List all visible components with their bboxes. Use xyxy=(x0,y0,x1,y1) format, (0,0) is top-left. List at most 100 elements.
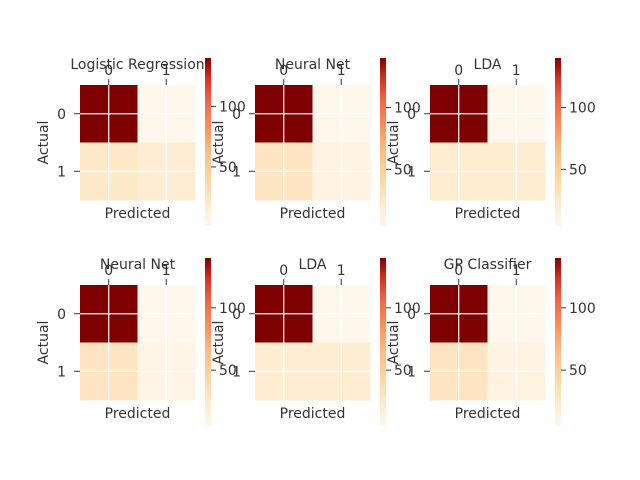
colorbar-segment-33 xyxy=(555,349,561,354)
colorbar-segment-3 xyxy=(380,66,386,70)
x-tick-label-1: 1 xyxy=(512,63,521,79)
colorbar-segment-45 xyxy=(555,383,561,387)
colorbar-segment-16 xyxy=(205,302,211,306)
colorbar-segment-0 xyxy=(205,258,211,262)
colorbar-segment-17 xyxy=(555,105,561,109)
colorbar-segment-58 xyxy=(555,219,561,223)
colorbar-segment-37 xyxy=(205,160,211,165)
colorbar-segment-45 xyxy=(555,183,561,187)
colorbar-segment-28 xyxy=(555,335,561,340)
colorbar-segment-20 xyxy=(380,313,386,318)
colorbar-segment-25 xyxy=(380,327,386,331)
colorbar-segment-32 xyxy=(555,147,561,151)
colorbar-segment-42 xyxy=(205,174,211,179)
colorbar-segment-47 xyxy=(205,388,211,393)
colorbar-segment-41 xyxy=(205,372,211,376)
colorbar-segment-25 xyxy=(380,127,386,131)
colorbar-segment-24 xyxy=(380,124,386,129)
y-axis-label: Actual xyxy=(211,321,227,365)
subplot-title: Neural Net xyxy=(275,57,351,73)
colorbar-segment-39 xyxy=(555,166,561,170)
colorbar-segment-11 xyxy=(205,88,211,92)
colorbar-segment-55 xyxy=(380,211,386,215)
colorbar-segment-2 xyxy=(555,263,561,267)
colorbar-segment-23 xyxy=(555,122,561,126)
colorbar-segment-9 xyxy=(555,83,561,87)
colorbar-segment-31 xyxy=(205,144,211,148)
colorbar-segment-21 xyxy=(205,116,211,120)
colorbar-segment-8 xyxy=(205,80,211,84)
colorbar-segment-25 xyxy=(205,127,211,131)
colorbar-segment-44 xyxy=(555,380,561,384)
colorbar-segment-4 xyxy=(555,269,561,273)
colorbar-segment-10 xyxy=(205,85,211,90)
colorbar-segment-9 xyxy=(380,283,386,287)
colorbar-segment-16 xyxy=(380,102,386,106)
colorbar-segment-55 xyxy=(555,211,561,215)
colorbar-segment-20 xyxy=(555,313,561,318)
colorbar-segment-20 xyxy=(205,113,211,118)
colorbar-segment-49 xyxy=(380,194,386,198)
colorbar-segment-44 xyxy=(205,180,211,184)
colorbar-segment-4 xyxy=(380,69,386,73)
colorbar-segment-2 xyxy=(205,263,211,267)
colorbar-segment-56 xyxy=(205,413,211,418)
y-tick-label-1: 1 xyxy=(57,164,66,180)
colorbar-segment-0 xyxy=(555,58,561,62)
colorbar-segment-43 xyxy=(555,377,561,382)
x-axis-label: Predicted xyxy=(105,406,171,422)
colorbar-segment-53 xyxy=(555,205,561,209)
colorbar-segment-38 xyxy=(380,363,386,368)
colorbar-segment-58 xyxy=(380,419,386,423)
y-axis-label: Actual xyxy=(36,121,52,165)
colorbar-segment-49 xyxy=(380,394,386,398)
colorbar-segment-32 xyxy=(205,147,211,151)
colorbar-segment-53 xyxy=(205,205,211,209)
colorbar-segment-1 xyxy=(205,260,211,265)
colorbar-segment-21 xyxy=(380,316,386,320)
colorbar-tick-label-0: 100 xyxy=(394,100,421,116)
colorbar-segment-19 xyxy=(380,310,386,315)
colorbar-segment-47 xyxy=(555,188,561,193)
subplot-title: Neural Net xyxy=(100,257,176,273)
x-tick-label-1: 1 xyxy=(512,263,521,279)
colorbar-segment-40 xyxy=(380,369,386,373)
colorbar-segment-19 xyxy=(205,110,211,115)
subplot-title: GP Classifier xyxy=(444,257,532,273)
colorbar-segment-2 xyxy=(205,63,211,67)
y-tick-label-1: 1 xyxy=(232,364,241,380)
colorbar-segment-1 xyxy=(555,60,561,65)
colorbar-segment-32 xyxy=(380,147,386,151)
colorbar-segment-9 xyxy=(205,83,211,87)
y-tick-label-0: 0 xyxy=(57,107,66,123)
colorbar-segment-35 xyxy=(205,155,211,159)
colorbar-segment-49 xyxy=(555,194,561,198)
colorbar-segment-37 xyxy=(380,360,386,365)
colorbar-segment-4 xyxy=(205,269,211,273)
colorbar-segment-9 xyxy=(205,283,211,287)
colorbar-segment-29 xyxy=(205,338,211,343)
colorbar-segment-57 xyxy=(205,216,211,221)
colorbar-segment-50 xyxy=(205,397,211,401)
colorbar-segment-32 xyxy=(380,347,386,351)
colorbar-segment-57 xyxy=(555,416,561,421)
colorbar-segment-38 xyxy=(205,363,211,368)
subplot-title: Logistic Regression xyxy=(70,57,204,73)
colorbar-segment-28 xyxy=(205,335,211,340)
colorbar-segment-50 xyxy=(555,197,561,201)
colorbar-segment-43 xyxy=(205,177,211,182)
colorbar-segment-14 xyxy=(205,96,211,101)
colorbar-segment-5 xyxy=(555,71,561,76)
colorbar-segment-36 xyxy=(555,158,561,162)
colorbar-segment-5 xyxy=(380,271,386,276)
colorbar-segment-52 xyxy=(555,202,561,207)
colorbar-segment-33 xyxy=(205,349,211,354)
colorbar-segment-12 xyxy=(380,91,386,95)
colorbar-segment-12 xyxy=(555,91,561,95)
colorbar-segment-6 xyxy=(380,74,386,79)
colorbar-segment-45 xyxy=(205,183,211,187)
colorbar-segment-22 xyxy=(380,119,386,123)
colorbar-segment-6 xyxy=(205,74,211,79)
